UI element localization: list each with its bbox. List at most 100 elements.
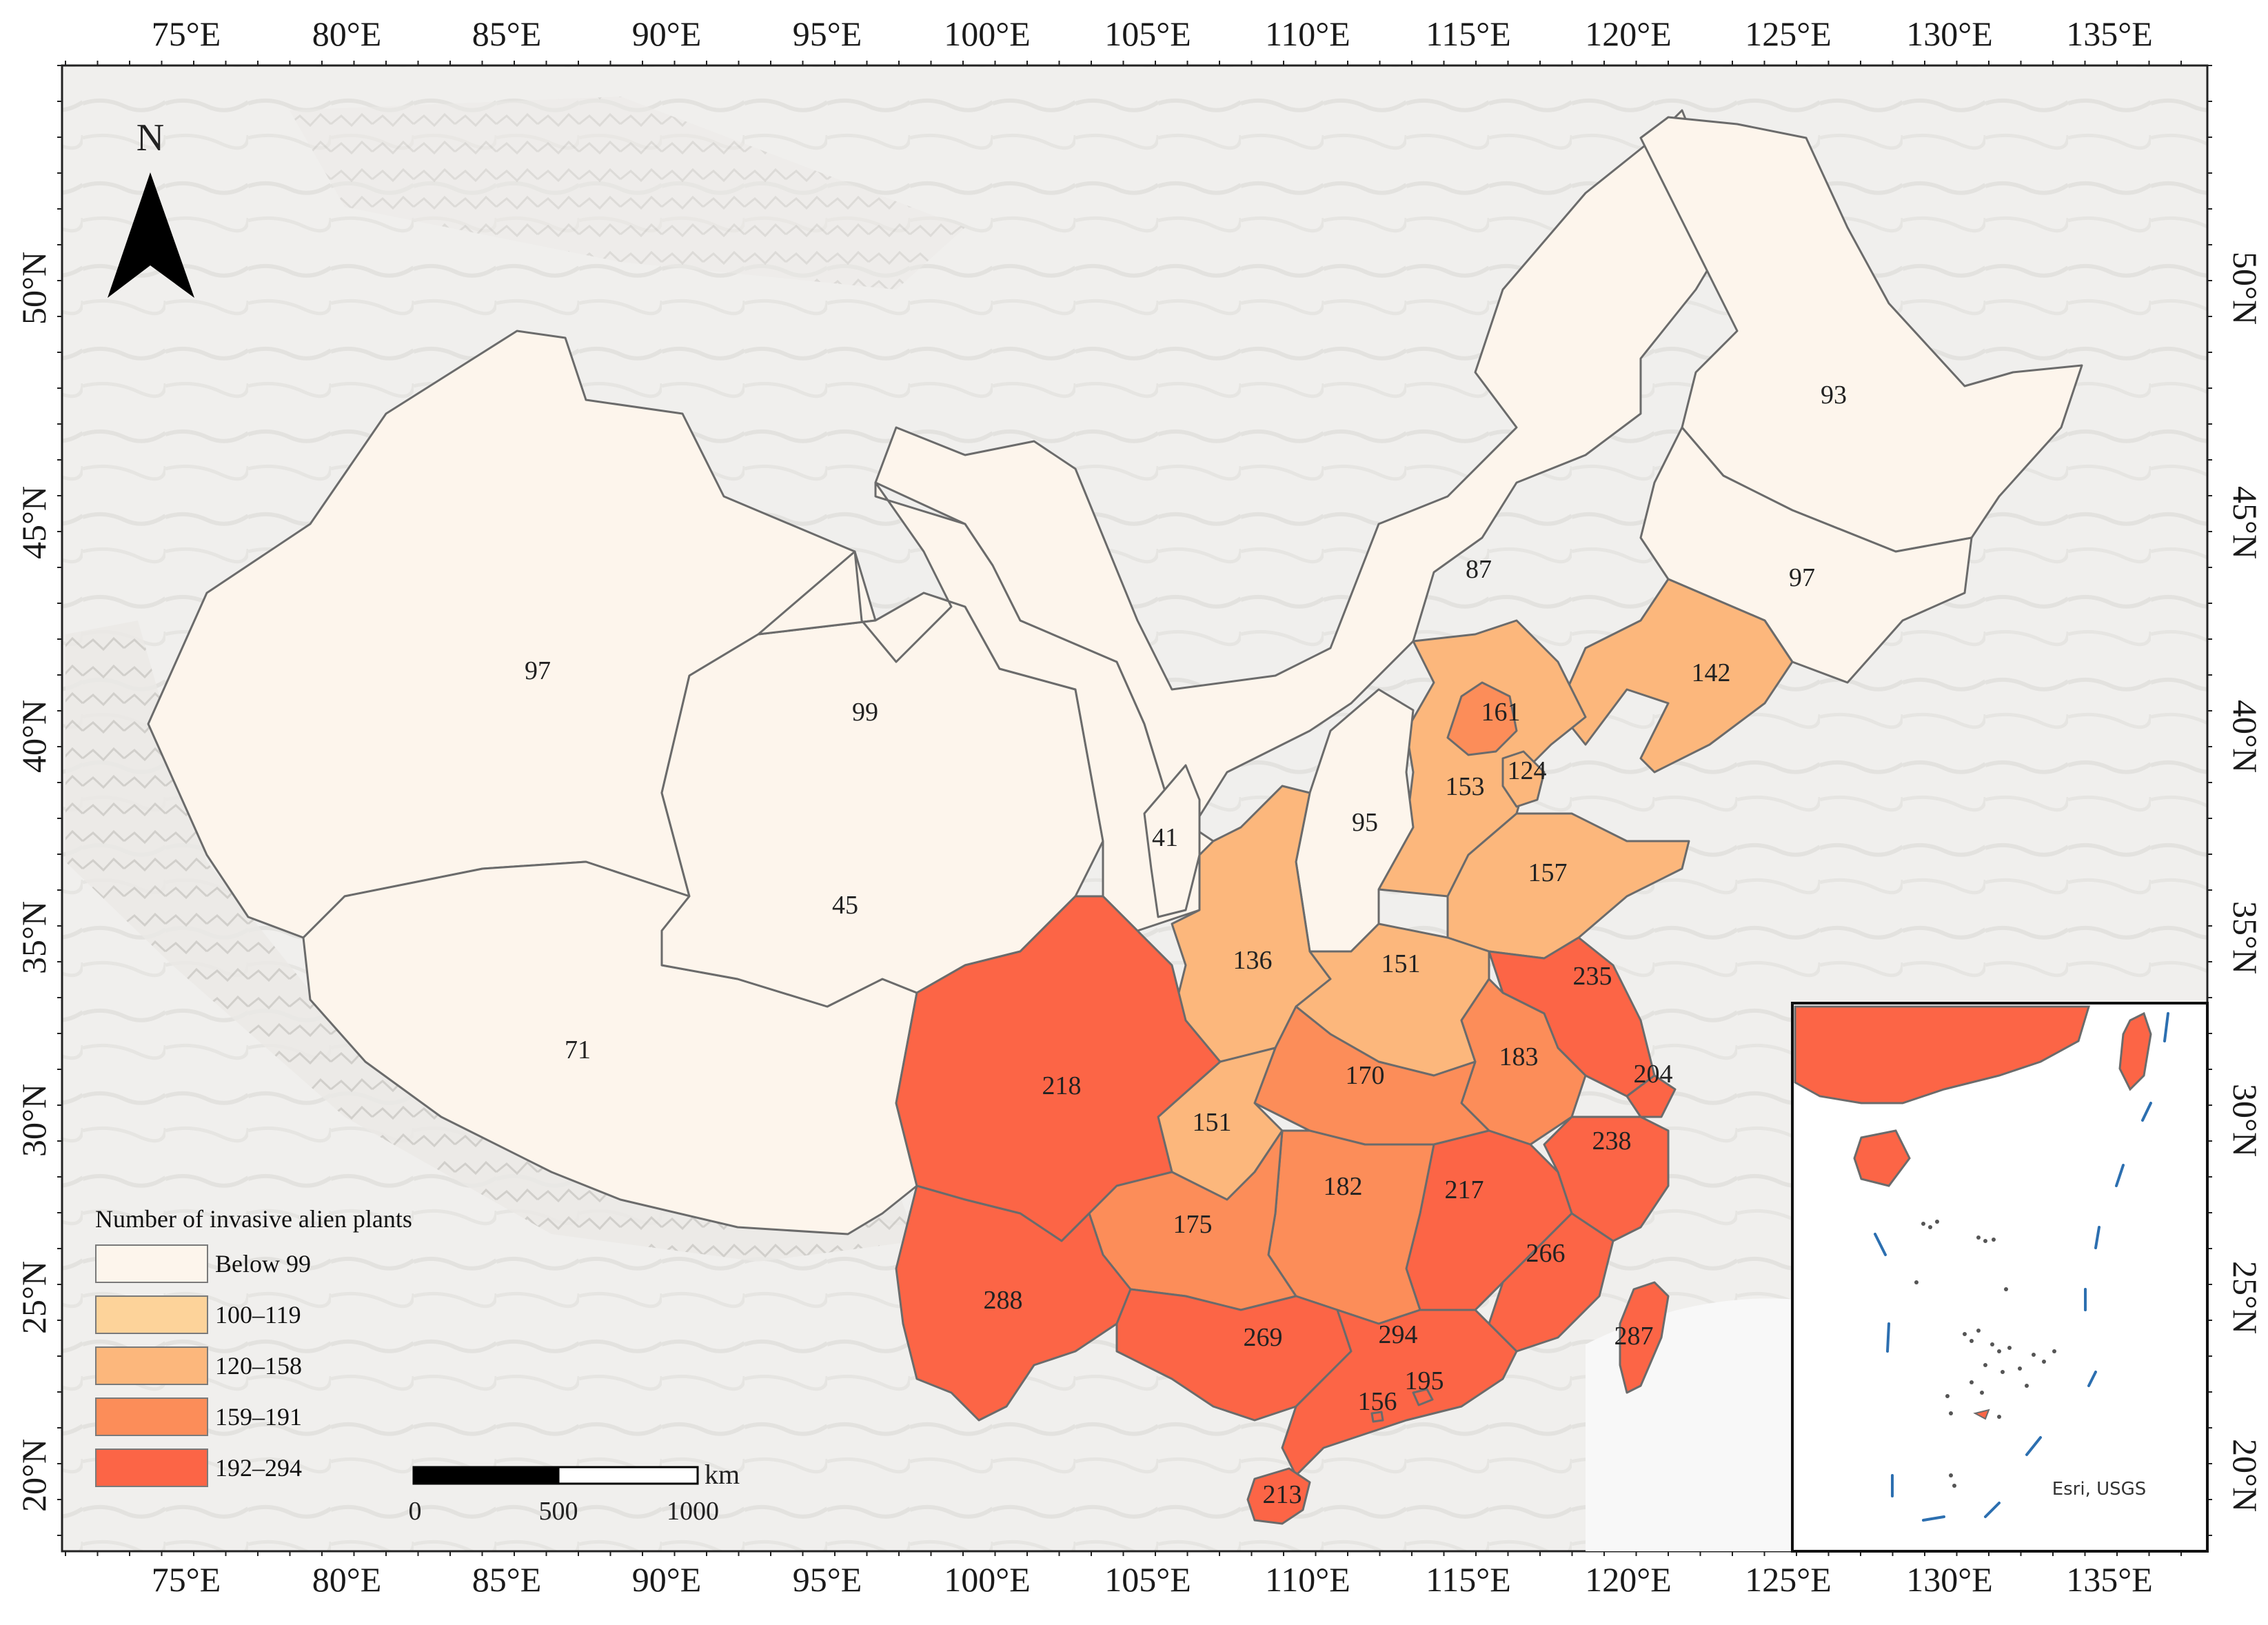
lon-top-90: 90°E: [632, 14, 702, 53]
lon-bottom-75: 75°E: [152, 1560, 221, 1599]
label-chongqing: 151: [1193, 1108, 1232, 1137]
lon-bottom-130: 130°E: [1906, 1560, 1993, 1599]
inset-islands: [1914, 1220, 2056, 1488]
label-hunan: 182: [1324, 1172, 1363, 1201]
latitude-labels-right: 50°N 45°N 40°N 35°N 30°N 25°N 20°N: [2226, 252, 2265, 1512]
label-tianjin: 124: [1508, 756, 1547, 785]
region-zhejiang: [1543, 1116, 1670, 1242]
lat-left-20: 20°N: [14, 1439, 53, 1512]
lon-top-85: 85°E: [472, 14, 542, 53]
mountain-shading-north: [290, 97, 965, 290]
inset-credit: Esri, USGS: [2052, 1479, 2147, 1500]
inset-mainland-south: [1794, 1005, 2091, 1104]
label-xinjiang: 97: [525, 656, 551, 685]
legend-item-100-119: 100–119: [95, 1293, 454, 1337]
label-yunnan: 288: [984, 1286, 1023, 1315]
label-henan: 151: [1381, 949, 1421, 978]
label-inner-mongolia: 87: [1466, 555, 1492, 584]
lat-left-45: 45°N: [14, 486, 53, 559]
legend-item-label: Below 99: [215, 1250, 311, 1278]
lon-bottom-110: 110°E: [1265, 1560, 1350, 1599]
north-arrow-label: N: [136, 117, 164, 159]
label-macau: 156: [1358, 1387, 1397, 1416]
region-liaoning: [1557, 578, 1794, 774]
label-shanghai: 204: [1634, 1060, 1673, 1089]
label-zhejiang: 238: [1592, 1127, 1632, 1155]
inset-taiwan: [2118, 1011, 2152, 1091]
lon-top-115: 115°E: [1426, 14, 1511, 53]
lon-top-80: 80°E: [312, 14, 382, 53]
scale-bar-tick-500: 500: [539, 1497, 578, 1526]
lon-bottom-120: 120°E: [1585, 1560, 1672, 1599]
label-jiangxi: 217: [1445, 1175, 1484, 1204]
lon-top-95: 95°E: [793, 14, 862, 53]
lon-bottom-135: 135°E: [2066, 1560, 2153, 1599]
lon-bottom-105: 105°E: [1104, 1560, 1191, 1599]
lat-right-40: 40°N: [2226, 700, 2265, 773]
region-jilin: [1639, 426, 1973, 684]
scale-bar-tick-0: 0: [409, 1497, 422, 1526]
scale-bar: km 0 500 1000: [409, 1459, 740, 1526]
region-taiwan: [1619, 1281, 1670, 1394]
latitude-labels-left: 50°N 45°N 40°N 35°N 30°N 25°N 20°N: [14, 252, 53, 1512]
legend-swatch: [95, 1295, 208, 1334]
legend-item-159-191: 159–191: [95, 1395, 454, 1439]
lon-top-105: 105°E: [1104, 14, 1191, 53]
inset-map: Esri, USGS: [1791, 1002, 2209, 1553]
legend-item-192-294: 192–294: [95, 1446, 454, 1490]
lat-left-40: 40°N: [14, 700, 53, 773]
label-jiangsu: 235: [1573, 962, 1612, 991]
region-tianjin: [1501, 750, 1546, 808]
region-yunnan: [895, 1184, 1132, 1422]
scale-bar-tick-1000: 1000: [667, 1497, 719, 1526]
legend-item-120-158: 120–158: [95, 1344, 454, 1388]
label-fujian: 266: [1526, 1239, 1566, 1268]
label-heilongjiang: 93: [1821, 381, 1847, 410]
lat-right-45: 45°N: [2226, 486, 2265, 559]
lon-top-135: 135°E: [2066, 14, 2153, 53]
region-ningxia: [1143, 764, 1201, 918]
lon-top-120: 120°E: [1585, 14, 1672, 53]
label-hebei: 153: [1446, 772, 1485, 801]
legend-item-label: 192–294: [215, 1454, 302, 1482]
longitude-labels-bottom: 75°E 80°E 85°E 90°E 95°E 100°E 105°E 110…: [152, 1560, 2153, 1599]
region-hong-kong: [1412, 1388, 1434, 1406]
lat-left-35: 35°N: [14, 901, 53, 974]
label-anhui: 183: [1499, 1042, 1539, 1071]
lon-top-130: 130°E: [1906, 14, 1993, 53]
label-beijing: 161: [1481, 698, 1521, 727]
inset-island-red: [1973, 1409, 1990, 1420]
lon-bottom-125: 125°E: [1745, 1560, 1832, 1599]
legend-item-label: 159–191: [215, 1403, 302, 1431]
label-hubei: 170: [1346, 1061, 1385, 1090]
lat-right-20: 20°N: [2226, 1439, 2265, 1512]
legend-swatch: [95, 1346, 208, 1385]
label-tibet: 71: [565, 1036, 591, 1064]
region-guangdong: [1281, 1309, 1518, 1477]
region-macau: [1370, 1411, 1384, 1423]
label-ningxia: 41: [1152, 823, 1178, 852]
lon-bottom-100: 100°E: [944, 1560, 1031, 1599]
label-shaanxi: 136: [1233, 946, 1273, 975]
lon-bottom-115: 115°E: [1426, 1560, 1511, 1599]
region-labels: 97 71 45 99 87 93 97 142 161 124 153 95 …: [525, 381, 1847, 1509]
lon-top-125: 125°E: [1745, 14, 1832, 53]
legend-item-below-99: Below 99: [95, 1242, 454, 1286]
region-beijing: [1446, 681, 1518, 756]
lon-top-75: 75°E: [152, 14, 221, 53]
lat-left-30: 30°N: [14, 1084, 53, 1157]
lon-bottom-85: 85°E: [472, 1560, 542, 1599]
inset-hainan: [1853, 1129, 1911, 1187]
label-sichuan: 218: [1042, 1071, 1082, 1100]
scale-bar-unit: km: [705, 1459, 740, 1490]
label-hong-kong: 195: [1405, 1366, 1444, 1395]
lon-bottom-80: 80°E: [312, 1560, 382, 1599]
legend-swatch: [95, 1397, 208, 1436]
lat-right-35: 35°N: [2226, 901, 2265, 974]
label-jilin: 97: [1789, 563, 1815, 592]
label-hainan: 213: [1263, 1480, 1302, 1509]
label-gansu: 99: [852, 698, 878, 727]
longitude-labels-top: 75°E 80°E 85°E 90°E 95°E 100°E 105°E 110…: [152, 14, 2153, 53]
